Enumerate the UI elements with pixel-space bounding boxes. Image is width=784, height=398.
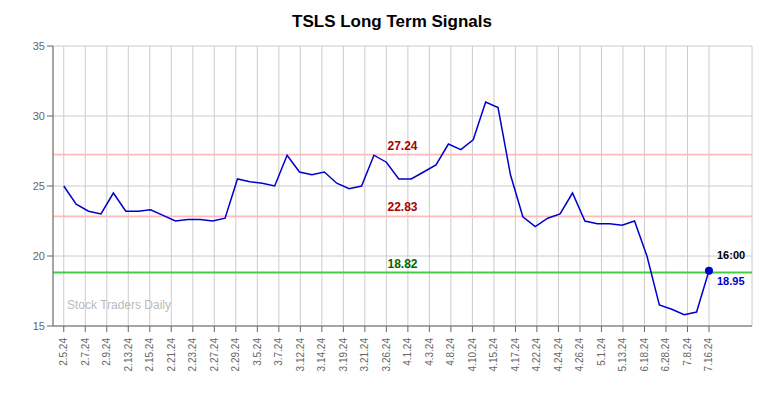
svg-text:35: 35	[33, 40, 45, 52]
svg-text:6.18.24: 6.18.24	[639, 338, 650, 372]
svg-text:2.13.24: 2.13.24	[123, 338, 134, 372]
svg-text:2.7.24: 2.7.24	[80, 338, 91, 366]
svg-text:2.15.24: 2.15.24	[144, 338, 155, 372]
svg-text:2.9.24: 2.9.24	[101, 338, 112, 366]
svg-text:3.19.24: 3.19.24	[338, 338, 349, 372]
svg-text:5.13.24: 5.13.24	[617, 338, 628, 372]
svg-text:4.10.24: 4.10.24	[467, 338, 478, 372]
svg-text:18.82: 18.82	[387, 257, 417, 271]
svg-text:4.15.24: 4.15.24	[488, 338, 499, 372]
svg-text:3.5.24: 3.5.24	[252, 338, 263, 366]
svg-text:6.28.24: 6.28.24	[660, 338, 671, 372]
svg-text:16:00: 16:00	[717, 249, 745, 261]
svg-text:18.95: 18.95	[717, 275, 745, 287]
svg-text:2.27.24: 2.27.24	[209, 338, 220, 372]
svg-text:4.1.24: 4.1.24	[402, 338, 413, 366]
svg-text:3.14.24: 3.14.24	[316, 338, 327, 372]
svg-text:30: 30	[33, 110, 45, 122]
svg-text:4.24.24: 4.24.24	[553, 338, 564, 372]
html-text:TSLS Long Term Signals: TSLS Long Term Signals	[292, 12, 492, 31]
svg-text:3.26.24: 3.26.24	[381, 338, 392, 372]
svg-text:22.83: 22.83	[387, 200, 417, 214]
svg-text:2.29.24: 2.29.24	[230, 338, 241, 372]
svg-text:5.1.24: 5.1.24	[596, 338, 607, 366]
svg-text:4.3.24: 4.3.24	[424, 338, 435, 366]
svg-text:3.12.24: 3.12.24	[295, 338, 306, 372]
svg-text:27.24: 27.24	[387, 139, 417, 153]
svg-text:2.21.24: 2.21.24	[166, 338, 177, 372]
svg-text:7.16.24: 7.16.24	[703, 338, 714, 372]
svg-text:4.17.24: 4.17.24	[510, 338, 521, 372]
svg-text:4.26.24: 4.26.24	[574, 338, 585, 372]
svg-text:4.22.24: 4.22.24	[531, 338, 542, 372]
svg-text:20: 20	[33, 250, 45, 262]
svg-text:2.23.24: 2.23.24	[187, 338, 198, 372]
svg-text:2.5.24: 2.5.24	[58, 338, 69, 366]
svg-text:3.21.24: 3.21.24	[359, 338, 370, 372]
html-text:Stock Traders Daily: Stock Traders Daily	[67, 298, 171, 312]
svg-text:7.8.24: 7.8.24	[682, 338, 693, 366]
svg-text:3.7.24: 3.7.24	[273, 338, 284, 366]
svg-text:25: 25	[33, 180, 45, 192]
svg-text:4.8.24: 4.8.24	[445, 338, 456, 366]
svg-text:15: 15	[33, 320, 45, 332]
